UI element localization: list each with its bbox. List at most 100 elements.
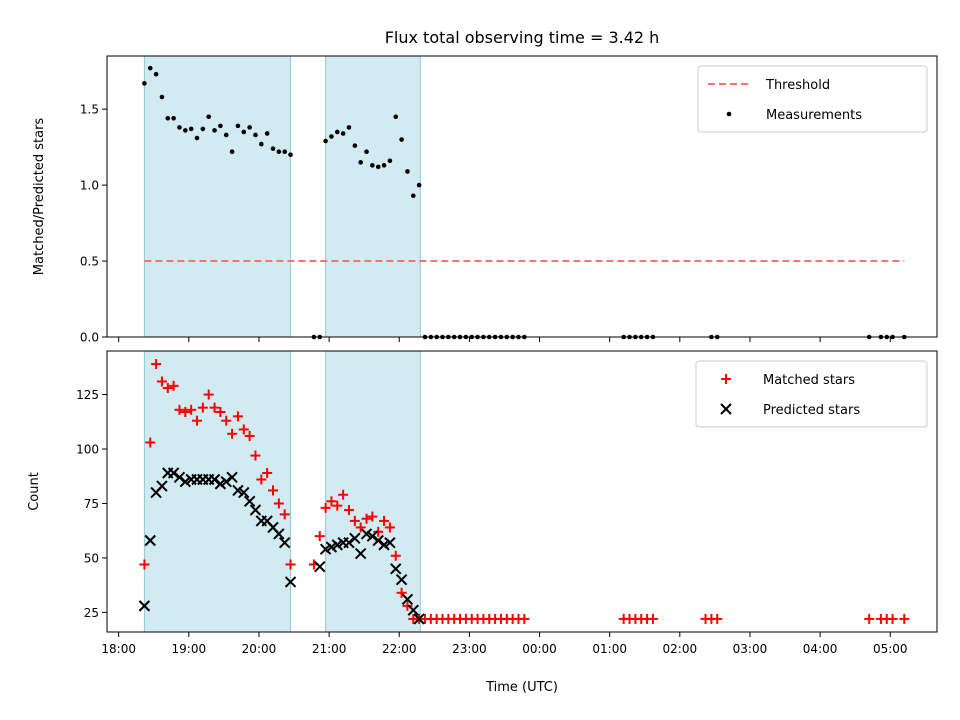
predicted-star-point <box>243 495 256 508</box>
predicted-star-point <box>278 536 291 549</box>
top-ylabel: Matched/Predicted stars <box>32 118 47 276</box>
xtick-label: 21:00 <box>312 642 347 656</box>
matched-star-point <box>238 424 249 435</box>
measurement-point <box>194 135 200 141</box>
matched-star-point <box>227 428 238 439</box>
measurement-point <box>334 129 340 135</box>
measurement-point <box>393 114 399 120</box>
xtick-label: 23:00 <box>452 642 487 656</box>
measurement-point <box>218 123 223 129</box>
predicted-star-point <box>208 473 221 486</box>
measurement-point <box>153 71 159 77</box>
xtick-label: 00:00 <box>522 642 557 656</box>
measurement-point <box>282 149 287 154</box>
measurement-point <box>276 149 282 154</box>
matched-star-point <box>864 613 875 624</box>
matched-star-point <box>373 526 384 537</box>
matched-star-point <box>332 500 343 511</box>
measurement-point <box>370 163 375 168</box>
matched-star-point <box>314 531 325 542</box>
measurement-point <box>358 160 363 165</box>
ytick-label: 50 <box>84 551 99 565</box>
xtick-label: 01:00 <box>592 642 627 656</box>
bottom-legend: Matched stars Predicted stars <box>695 360 928 428</box>
measurement-point <box>329 134 334 139</box>
matched-star-point <box>174 404 185 415</box>
measurement-point <box>223 132 229 138</box>
matched-star-point <box>338 489 349 500</box>
matched-star-point <box>186 404 197 415</box>
observing-window-1 <box>143 350 292 633</box>
measurement-point <box>200 126 206 132</box>
measurement-point <box>206 114 212 120</box>
measurement-point <box>410 193 416 199</box>
measurement-point <box>405 169 410 174</box>
matched-star-point <box>361 513 372 524</box>
predicted-star-point <box>343 536 355 549</box>
matched-star-point <box>379 515 390 526</box>
matched-star-point <box>285 559 296 570</box>
xtick-label: 19:00 <box>172 642 207 656</box>
measurement-point <box>352 143 358 148</box>
predicted-star-point <box>354 547 367 560</box>
predicted-star-point <box>395 574 408 586</box>
predicted-star-point <box>407 604 419 616</box>
matched-star-point <box>168 380 179 391</box>
xtick-label: 04:00 <box>803 642 838 656</box>
matched-star-point <box>244 430 255 441</box>
measurement-point <box>171 115 176 121</box>
legend-matched-label: Matched stars <box>763 373 855 388</box>
predicted-star-point <box>173 471 186 484</box>
legend-measurements-label: Measurements <box>766 108 862 123</box>
measurement-point <box>188 126 194 132</box>
measurement-point <box>270 146 276 151</box>
measurement-point <box>346 125 352 130</box>
matched-star-point <box>390 550 401 561</box>
matched-star-point <box>320 502 331 513</box>
predicted-star-point <box>238 486 250 499</box>
measurement-point <box>253 132 258 138</box>
predicted-star-point <box>144 534 156 547</box>
matched-star-point <box>268 485 278 496</box>
xtick-label: 05:00 <box>873 642 908 656</box>
matched-star-point <box>151 359 162 370</box>
matched-star-point <box>343 505 354 516</box>
matched-star-point <box>887 613 898 624</box>
matched-star-point <box>232 411 243 422</box>
observing-window-2 <box>325 55 421 338</box>
matched-star-point <box>349 515 360 526</box>
measurement-point <box>387 158 393 164</box>
matched-star-point <box>396 587 407 598</box>
measurement-point <box>264 131 270 136</box>
xtick-label: 22:00 <box>382 642 417 656</box>
predicted-star-point <box>226 471 238 484</box>
ytick-label: 75 <box>84 497 99 511</box>
measurement-point <box>247 125 252 130</box>
ytick-label: 1.0 <box>80 179 99 193</box>
xtick-label: 02:00 <box>663 642 698 656</box>
ytick-label: 100 <box>76 443 99 457</box>
predicted-star-point <box>156 480 168 492</box>
predicted-star-point <box>167 467 180 479</box>
xtick-label: 03:00 <box>733 642 768 656</box>
top-axes-frame <box>106 55 938 338</box>
xlabel: Time (UTC) <box>485 680 558 695</box>
matched-star-point <box>192 415 203 426</box>
measurement-point <box>323 138 328 144</box>
predicted-star-point <box>390 563 402 575</box>
matched-star-point <box>215 406 226 417</box>
top-legend: Threshold Measurements <box>697 65 928 133</box>
predicted-star-point <box>273 528 285 540</box>
legend-matched-swatch <box>721 374 731 384</box>
legend-threshold-label: Threshold <box>765 78 830 93</box>
measurement-point <box>259 141 264 147</box>
measurement-point <box>416 182 422 188</box>
ytick-label: 0.0 <box>80 331 99 345</box>
matched-star-point <box>355 522 366 533</box>
matched-star-point <box>647 613 658 624</box>
measurement-point <box>364 149 369 154</box>
matched-star-point <box>156 376 167 387</box>
measurement-point <box>229 149 235 154</box>
measurement-point <box>177 125 182 130</box>
